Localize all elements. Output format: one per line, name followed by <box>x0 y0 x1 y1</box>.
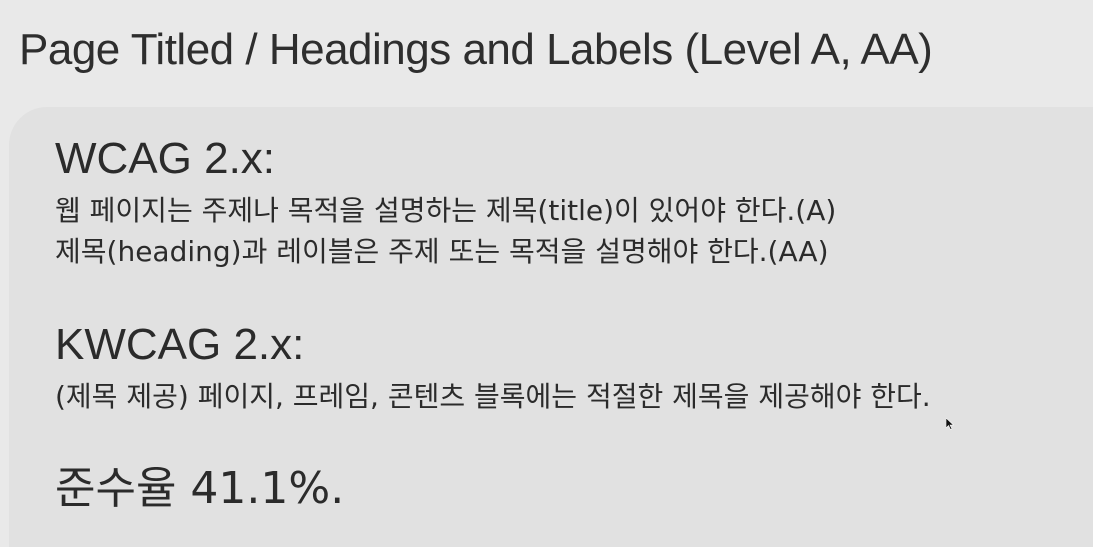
kwcag-criterion-title-provision: (제목 제공) 페이지, 프레임, 콘텐츠 블록에는 적절한 제목을 제공해야 … <box>55 380 931 413</box>
wcag-criterion-headings-labels: 제목(heading)과 레이블은 주제 또는 목적을 설명해야 한다.(AA) <box>55 235 829 268</box>
mouse-cursor-icon <box>946 418 954 430</box>
kwcag-heading: KWCAG 2.x: <box>55 320 305 369</box>
content-panel <box>9 107 1093 547</box>
slide-title: Page Titled / Headings and Labels (Level… <box>19 25 933 74</box>
wcag-criterion-page-titled: 웹 페이지는 주제나 목적을 설명하는 제목(title)이 있어야 한다.(A… <box>55 194 837 227</box>
wcag-heading: WCAG 2.x: <box>55 134 276 183</box>
compliance-rate: 준수율 41.1%. <box>55 463 345 514</box>
